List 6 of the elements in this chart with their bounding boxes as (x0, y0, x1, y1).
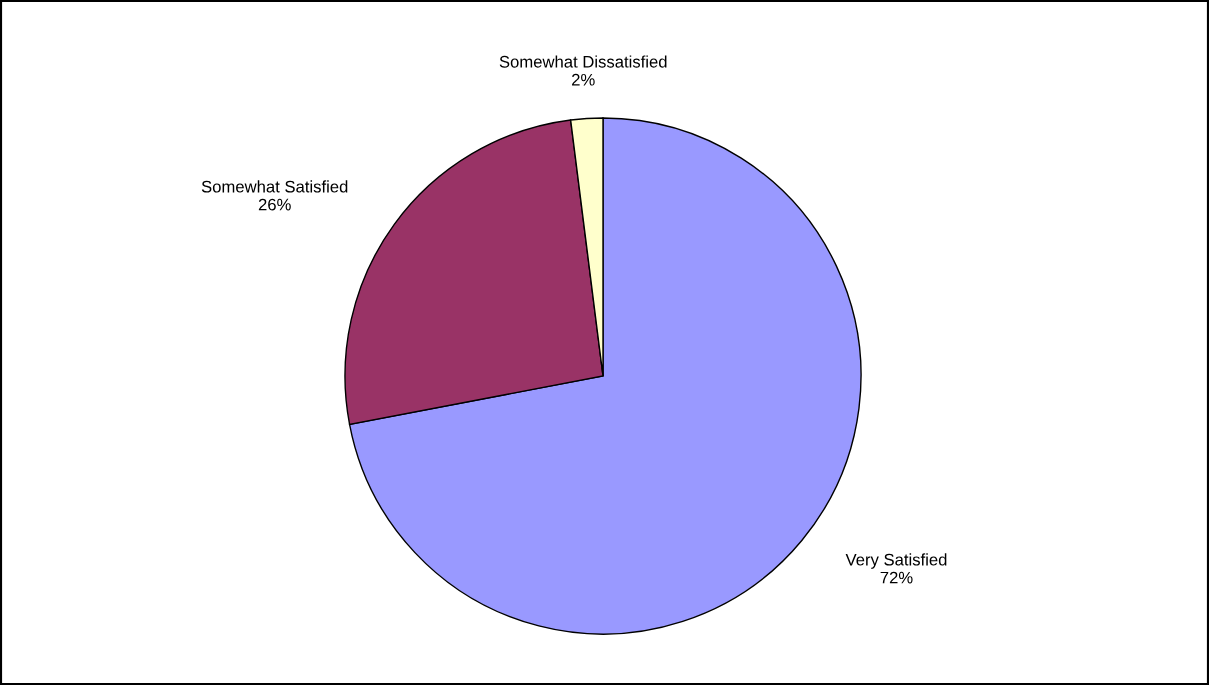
data-label: 2% (572, 73, 595, 86)
slice-label: Somewhat Satisfied (201, 180, 348, 193)
slice-label: Somewhat Dissatisfied (499, 55, 667, 68)
slice-label: Very Satisfied (845, 553, 947, 569)
data-label: 26% (258, 198, 291, 211)
data-label: 72% (880, 571, 913, 584)
